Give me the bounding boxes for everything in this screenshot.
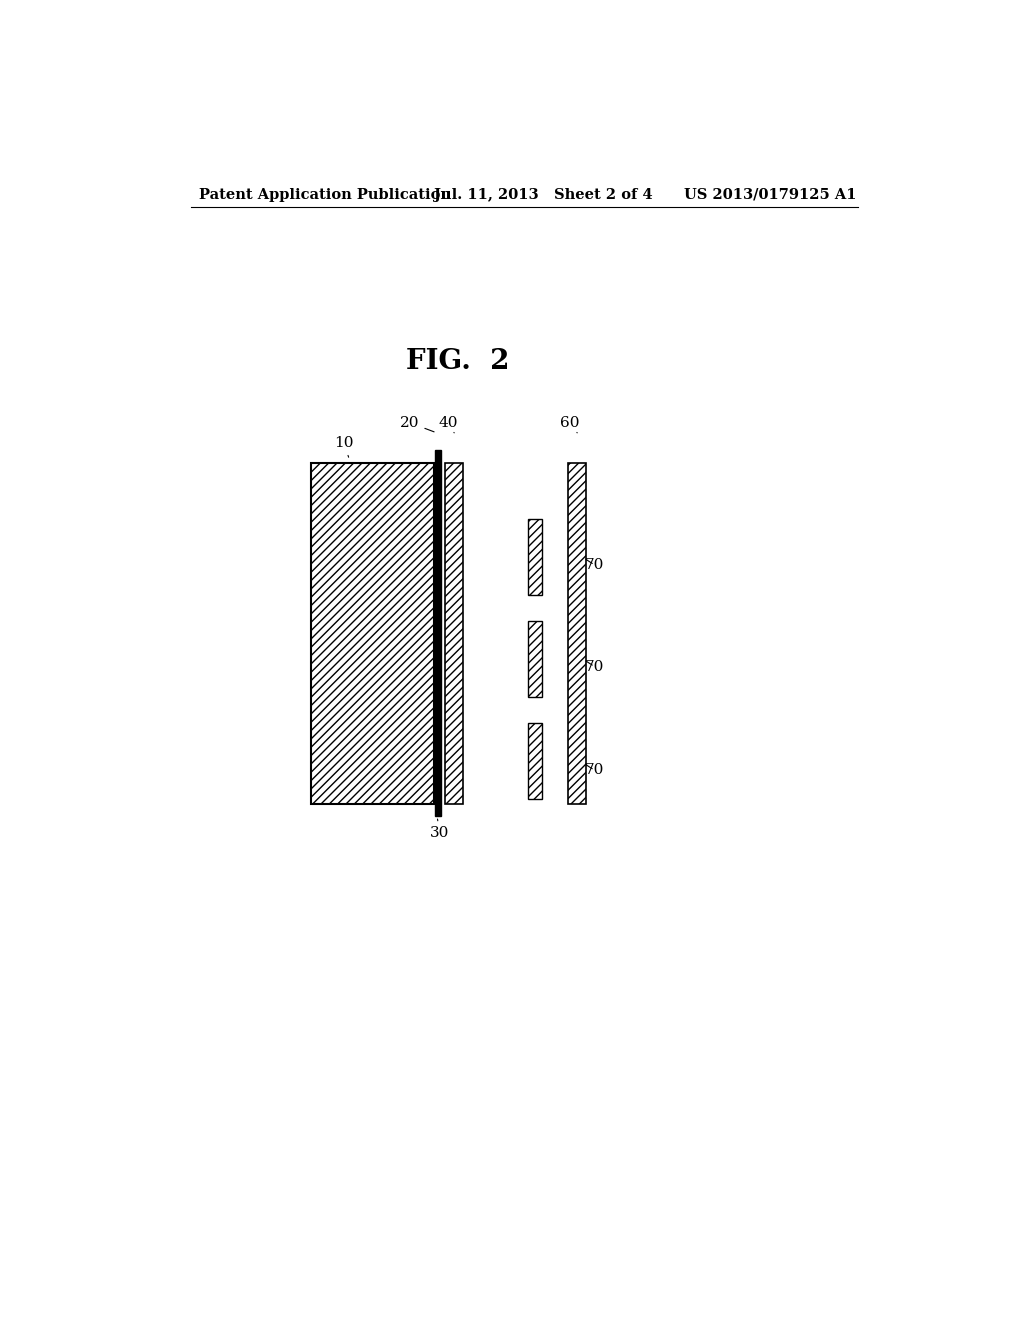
Bar	[528, 722, 543, 799]
Text: US 2013/0179125 A1: US 2013/0179125 A1	[684, 187, 856, 202]
Text: 60: 60	[560, 416, 580, 433]
Text: 30: 30	[430, 818, 450, 841]
Text: 40: 40	[438, 416, 458, 433]
Bar	[568, 463, 586, 804]
Bar	[528, 620, 543, 697]
Bar	[445, 463, 463, 804]
Text: 20: 20	[400, 416, 434, 432]
Text: FIG.  2: FIG. 2	[406, 348, 509, 375]
Bar	[528, 519, 543, 595]
Text: 70: 70	[585, 558, 604, 572]
Text: 70: 70	[585, 763, 604, 777]
Bar	[435, 450, 440, 816]
Text: 10: 10	[334, 436, 353, 457]
Text: Jul. 11, 2013   Sheet 2 of 4: Jul. 11, 2013 Sheet 2 of 4	[433, 187, 652, 202]
Text: Patent Application Publication: Patent Application Publication	[200, 187, 452, 202]
Bar	[310, 463, 433, 804]
Text: 70: 70	[585, 660, 604, 673]
